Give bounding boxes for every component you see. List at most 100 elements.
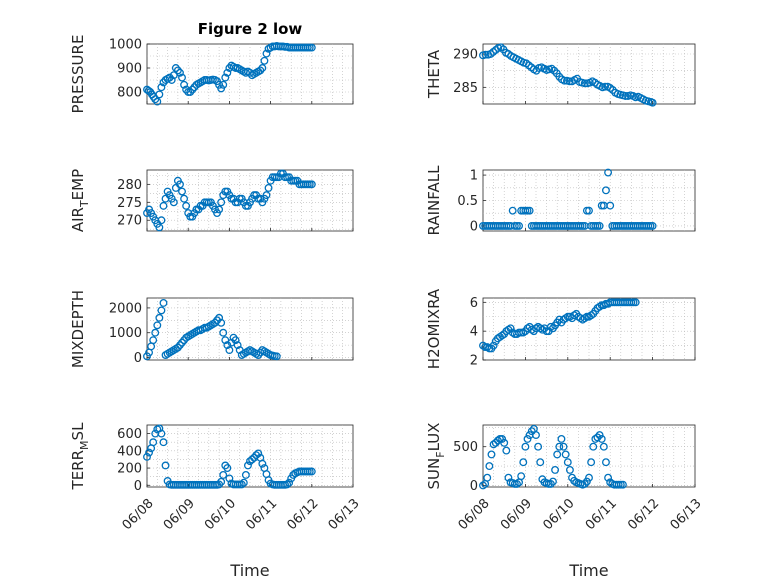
- data-point: [157, 429, 166, 438]
- y-tick-label: 800: [117, 86, 142, 101]
- x-tick-label: 06/13: [668, 496, 705, 533]
- x-tick-label: 06/10: [540, 496, 577, 533]
- data-point: [593, 433, 602, 442]
- data-point: [485, 462, 494, 471]
- panel-airtemp: 270 275 280 AIRTEMP: [69, 169, 354, 232]
- data-point: [521, 442, 530, 451]
- panel-mixdepth: 0 1000 2000 MIXDEPTH: [69, 290, 354, 368]
- data-point: [307, 43, 316, 52]
- data-point: [153, 97, 162, 106]
- y-axis-label: MIXDEPTH: [69, 290, 87, 368]
- data-point: [563, 458, 572, 467]
- data-point: [149, 336, 158, 345]
- data-point: [215, 205, 224, 214]
- y-tick-label: 1000: [109, 326, 142, 341]
- data-point: [307, 180, 316, 189]
- data-point: [597, 435, 606, 443]
- y-axis-label: RAINFALL: [425, 165, 443, 236]
- data-point: [173, 66, 182, 75]
- data-point: [585, 206, 593, 215]
- data-point: [527, 427, 536, 436]
- data-point: [555, 442, 564, 451]
- x-tick-label: 06/08: [456, 496, 493, 533]
- x-axis-label: Time: [229, 561, 269, 580]
- y-tick-label: 200: [117, 462, 142, 477]
- data-point: [149, 438, 158, 447]
- y-tick-label: 2: [470, 354, 478, 369]
- data-point: [602, 186, 610, 195]
- data-point: [248, 455, 257, 464]
- data-point: [587, 458, 596, 467]
- y-tick-label: 275: [117, 196, 142, 211]
- x-tick-label: 06/12: [625, 496, 662, 533]
- data-point: [186, 88, 195, 96]
- y-axis-label: TERRMSL: [69, 422, 91, 491]
- data-point: [161, 461, 170, 470]
- y-axis-label: SUNFLUX: [425, 423, 447, 490]
- y-tick-label: 2000: [109, 301, 142, 316]
- panel-pressure: 800 900 1000 PRESSURE Figure 2 low: [69, 20, 354, 114]
- data-point: [219, 80, 228, 89]
- x-tick-label: 06/11: [583, 496, 620, 533]
- data-point: [217, 198, 226, 207]
- data-point: [258, 459, 267, 468]
- data-point: [621, 92, 630, 100]
- data-point: [155, 424, 164, 433]
- y-tick-label: 0: [470, 219, 478, 234]
- data-point: [260, 56, 269, 65]
- data-point: [221, 73, 230, 82]
- data-point: [595, 431, 604, 440]
- data-point: [599, 442, 608, 451]
- y-tick-label: 0: [134, 351, 142, 366]
- data-point: [171, 64, 180, 72]
- data-point: [307, 467, 316, 476]
- data-point: [243, 461, 252, 470]
- chart-title: Figure 2 low: [198, 20, 303, 38]
- panel-h2omixra: 2 4 6 H2OMIXRA: [425, 288, 696, 369]
- y-axis-label: PRESSURE: [69, 35, 87, 114]
- data-point: [262, 191, 271, 200]
- y-tick-label: 500: [453, 440, 478, 455]
- data-point: [553, 450, 562, 459]
- data-point: [155, 223, 164, 232]
- data-point: [176, 180, 184, 189]
- data-point: [498, 435, 507, 443]
- x-axis-label: Time: [568, 561, 608, 580]
- data-point: [559, 442, 568, 451]
- panel-theta: 285 290 THETA: [425, 43, 696, 107]
- data-point: [508, 206, 517, 215]
- y-axis-label: THETA: [425, 49, 443, 99]
- data-point: [217, 477, 226, 486]
- data-point: [479, 481, 487, 490]
- data-point: [515, 221, 523, 230]
- y-tick-label: 900: [117, 62, 142, 77]
- data-point: [532, 431, 540, 440]
- data-point: [219, 328, 228, 337]
- data-point: [165, 73, 174, 82]
- data-point: [157, 216, 166, 225]
- data-point: [585, 473, 593, 482]
- y-tick-label: 0: [134, 479, 142, 494]
- x-tick-label: 06/12: [284, 496, 321, 533]
- data-point: [223, 68, 232, 77]
- data-point: [489, 440, 498, 449]
- data-point: [178, 73, 186, 82]
- y-tick-label: 270: [117, 214, 142, 229]
- data-point: [551, 466, 560, 474]
- y-tick-label: 400: [117, 444, 142, 459]
- data-point: [580, 79, 589, 88]
- data-point: [648, 221, 657, 230]
- data-point: [487, 450, 496, 459]
- data-point: [504, 473, 513, 482]
- data-point: [223, 464, 232, 473]
- data-point: [491, 438, 500, 447]
- data-point: [536, 458, 545, 467]
- data-point: [180, 194, 189, 203]
- x-tick-label: 06/11: [243, 496, 280, 533]
- data-point: [151, 95, 160, 104]
- data-point: [546, 479, 555, 488]
- data-point: [254, 449, 263, 458]
- data-point: [256, 66, 265, 75]
- data-point: [604, 168, 613, 177]
- data-point: [215, 313, 224, 322]
